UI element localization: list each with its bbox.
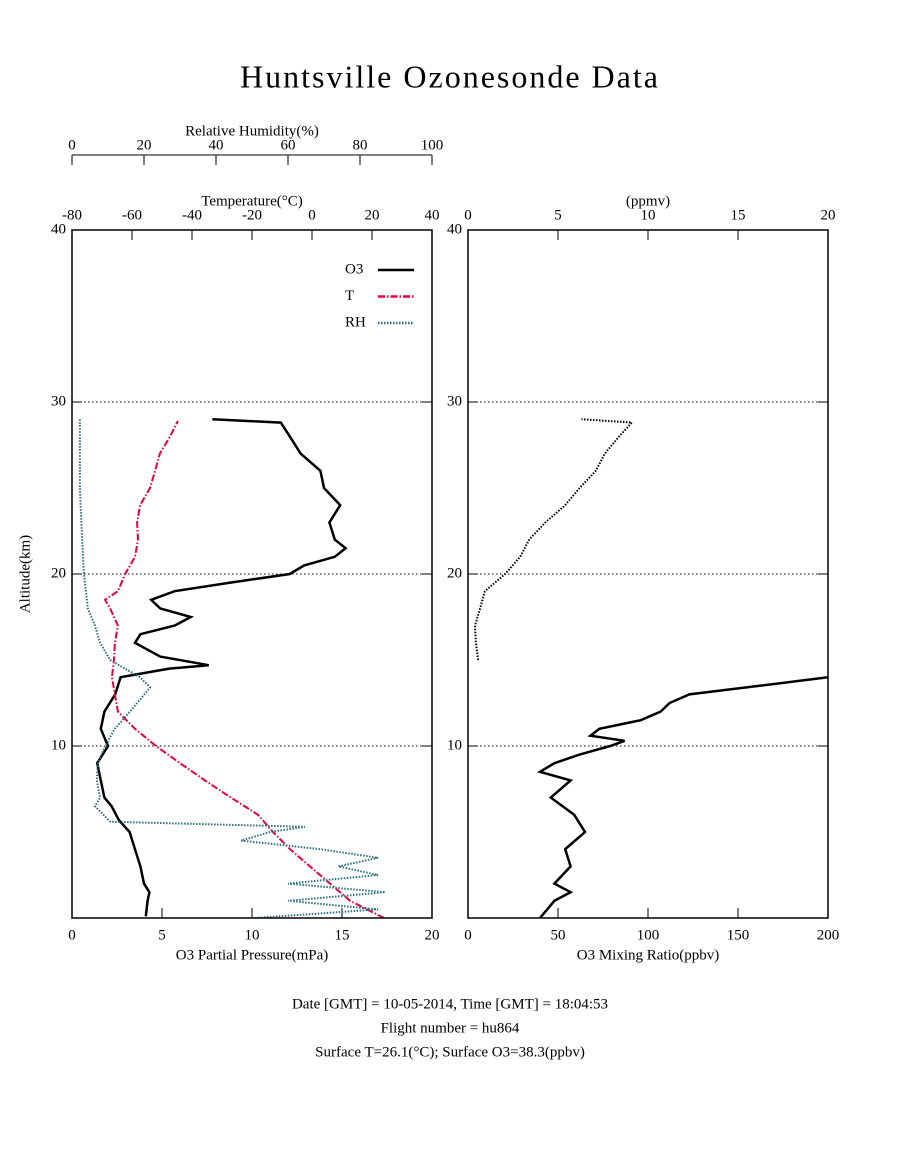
x-tick-label: 150: [727, 927, 750, 943]
x2-tick-label: 20: [821, 207, 836, 223]
profile-line: [95, 417, 348, 917]
x-tick-label: 20: [425, 927, 440, 943]
y-tick-label: 10: [51, 737, 66, 753]
legend-label: T: [345, 288, 354, 304]
x2-tick-label: 40: [425, 207, 440, 223]
x3-tick-label: 60: [281, 137, 296, 153]
chart-title: Huntsville Ozonesonde Data: [240, 58, 660, 94]
legend-label: RH: [345, 314, 366, 330]
y-tick-label: 10: [447, 737, 462, 753]
plot-frame: [467, 229, 829, 919]
x2-axis-label: (ppmv): [626, 193, 670, 209]
x3-tick-label: 100: [421, 137, 444, 153]
x-tick-label: 100: [637, 927, 660, 943]
x3-tick-label: 0: [68, 137, 76, 153]
y-tick-label: 40: [447, 221, 462, 237]
x-tick-label: 0: [68, 927, 76, 943]
profile-line: [473, 418, 634, 661]
x2-tick-label: -20: [242, 207, 262, 223]
x-axis-label: O3 Partial Pressure(mPa): [176, 947, 328, 963]
x-tick-label: 50: [551, 927, 566, 943]
x2-tick-label: -40: [182, 207, 202, 223]
x3-tick-label: 80: [353, 137, 368, 153]
x3-axis-label: Relative Humidity(%): [185, 123, 319, 139]
legend-label: O3: [345, 261, 363, 277]
x-tick-label: 10: [245, 927, 260, 943]
x2-tick-label: 0: [308, 207, 316, 223]
x-axis-label: O3 Mixing Ratio(ppbv): [577, 947, 720, 963]
y-tick-label: 30: [51, 393, 66, 409]
x2-tick-label: 5: [554, 207, 562, 223]
x-tick-label: 5: [158, 927, 166, 943]
x2-tick-label: -80: [62, 207, 82, 223]
x-tick-label: 200: [817, 927, 840, 943]
plot-frame: [71, 229, 433, 919]
y-axis-label: Altitude(km): [17, 535, 33, 613]
profile-line: [103, 420, 385, 918]
x2-tick-label: 0: [464, 207, 472, 223]
x3-tick-label: 20: [137, 137, 152, 153]
y-tick-label: 20: [51, 565, 66, 581]
footer-line: Date [GMT] = 10-05-2014, Time [GMT] = 18…: [292, 996, 608, 1012]
x2-tick-label: 20: [365, 207, 380, 223]
y-tick-label: 30: [447, 393, 462, 409]
x-tick-label: 0: [464, 927, 472, 943]
profile-line: [78, 419, 386, 918]
footer-line: Surface T=26.1(°C); Surface O3=38.3(ppbv…: [315, 1044, 585, 1060]
x2-tick-label: -60: [122, 207, 142, 223]
x-tick-label: 15: [335, 927, 350, 943]
x2-axis-label: Temperature(°C): [201, 193, 303, 209]
x2-tick-label: 10: [641, 207, 656, 223]
y-tick-label: 20: [447, 565, 462, 581]
profile-line: [536, 675, 828, 918]
x2-tick-label: 15: [731, 207, 746, 223]
y-tick-label: 40: [51, 221, 66, 237]
footer-line: Flight number = hu864: [381, 1020, 520, 1036]
x3-tick-label: 40: [209, 137, 224, 153]
